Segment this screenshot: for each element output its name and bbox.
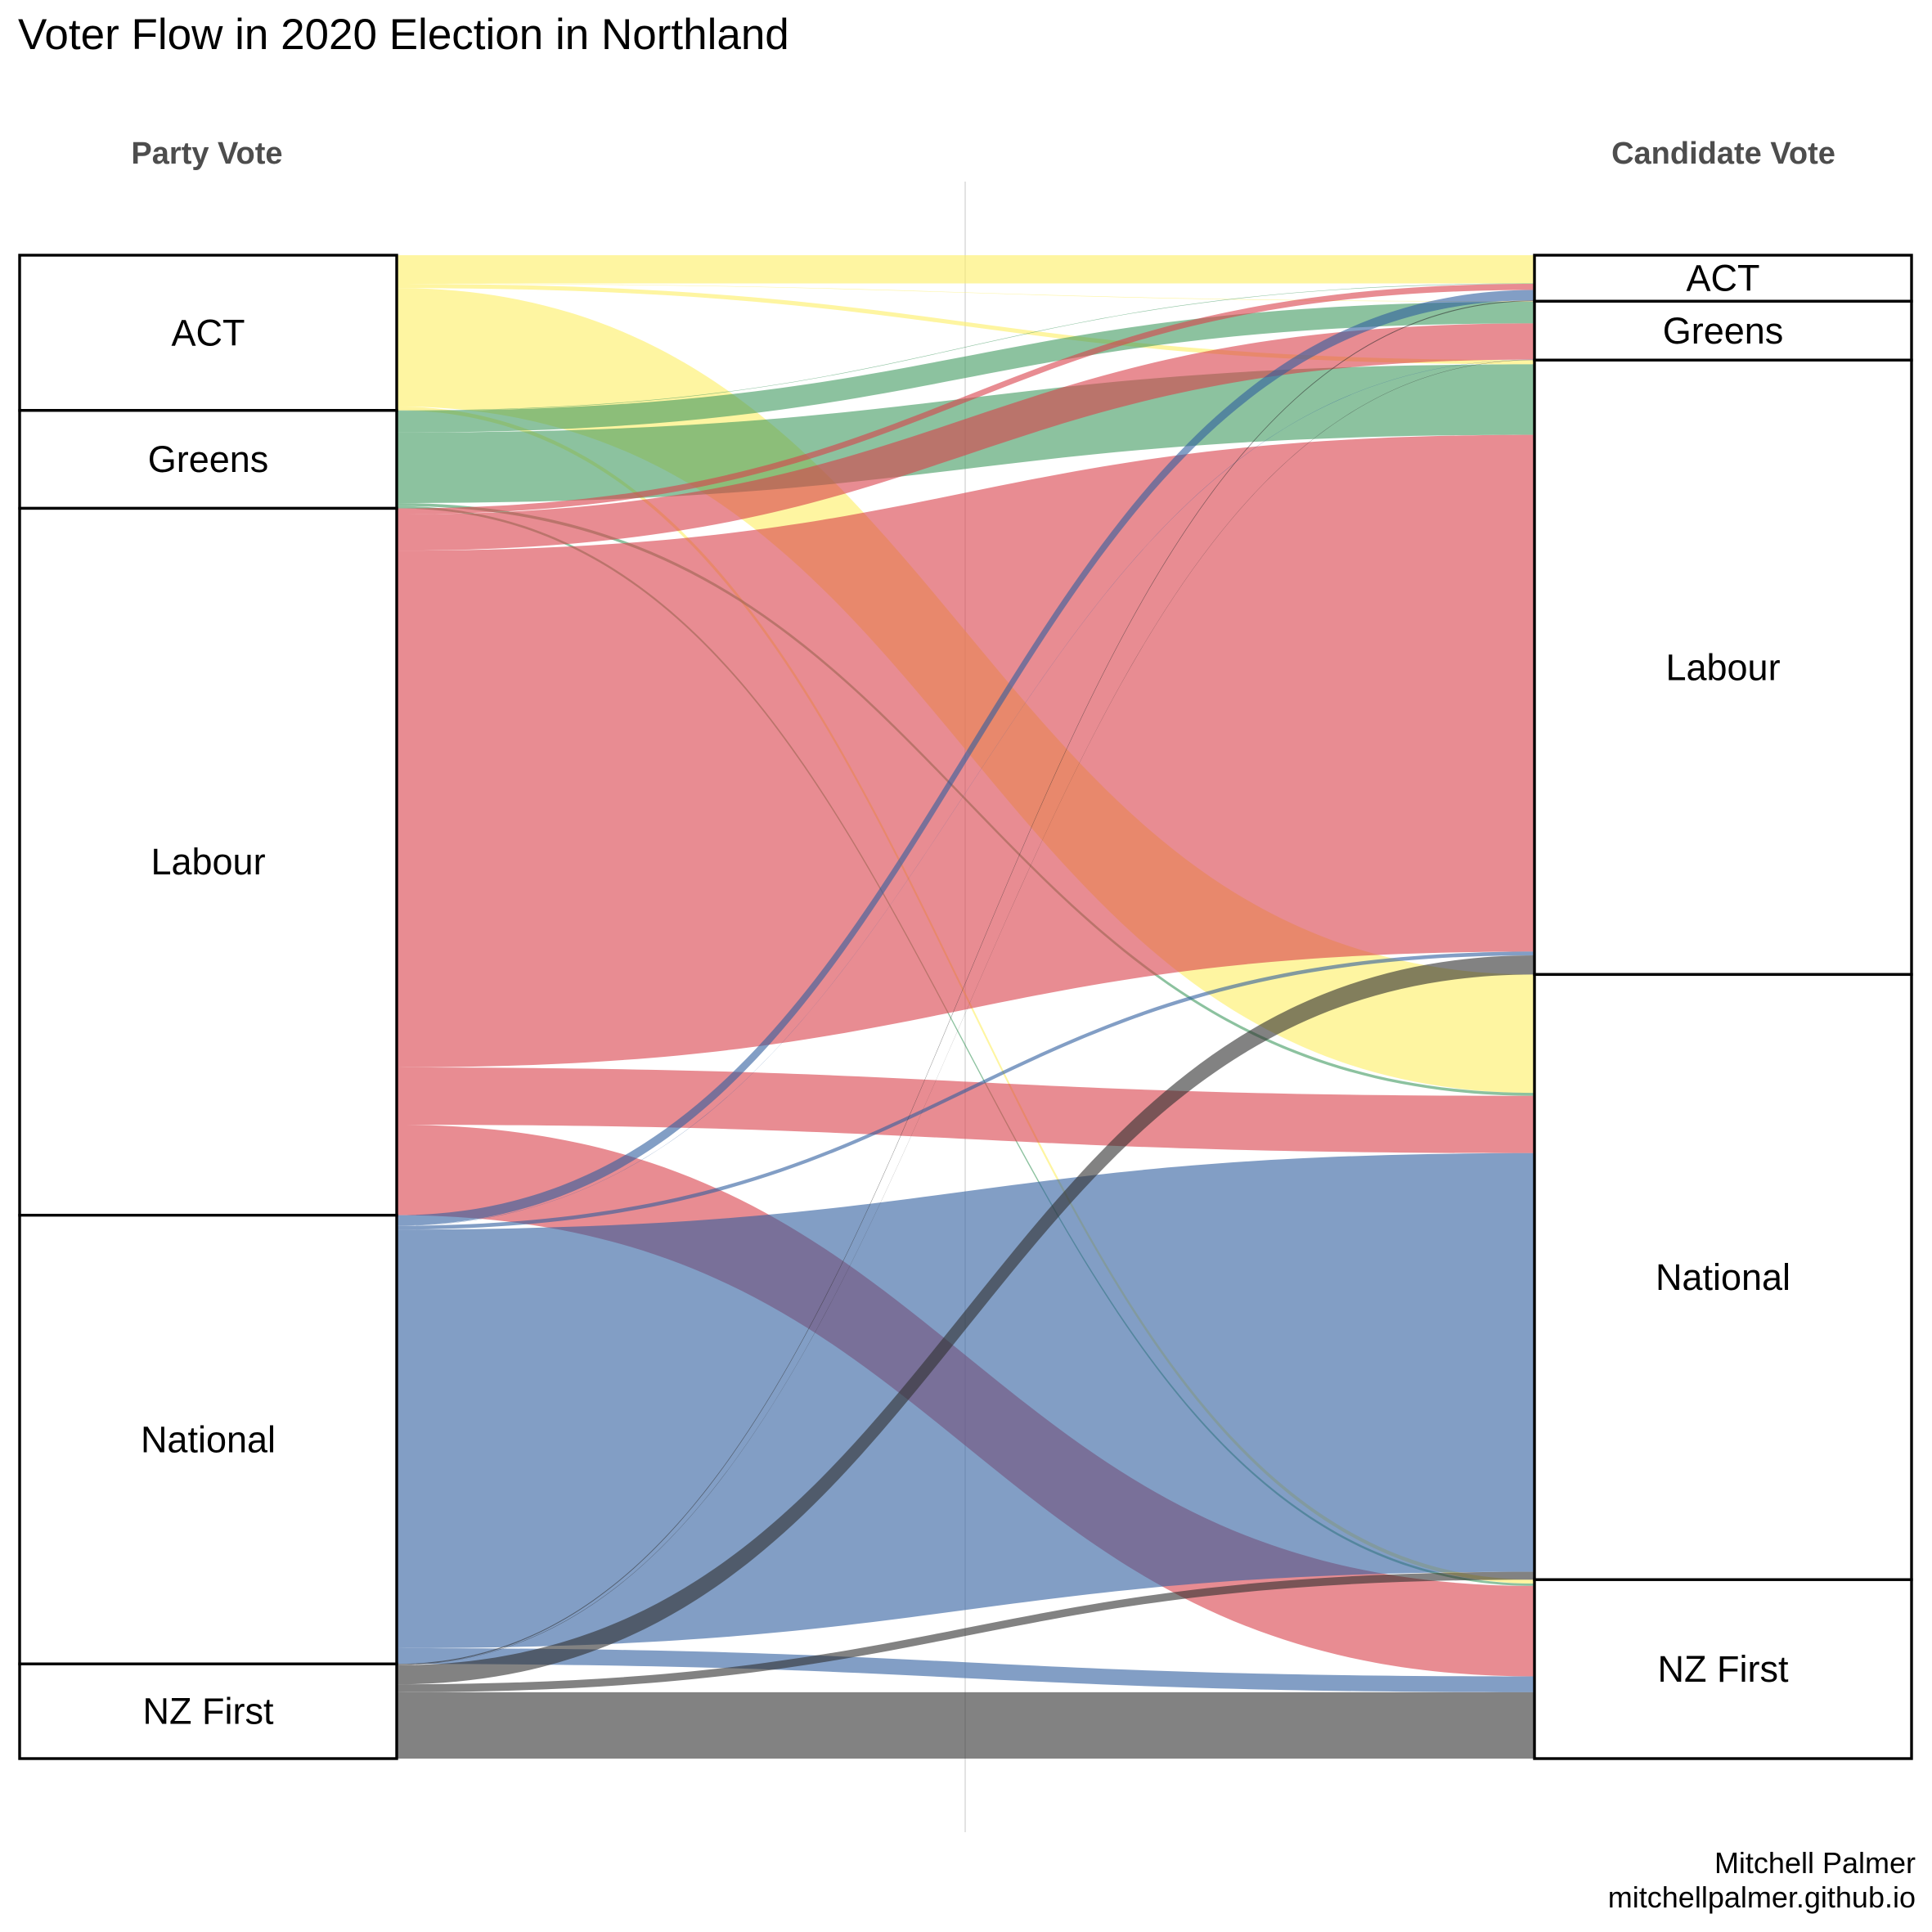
candidate-stratum-label-national: National (1656, 1256, 1790, 1298)
party-stratum-label-labour: Labour (151, 841, 265, 883)
flow-national-to-nz-first (397, 1647, 1534, 1692)
caption-website: mitchellpalmer.github.io (1608, 1880, 1916, 1914)
candidate-stratum-label-greens: Greens (1663, 310, 1784, 352)
party-stratum-labour (18, 506, 398, 1217)
party-stratum-label-national: National (141, 1418, 276, 1460)
flow-greens-to-greens (397, 301, 1534, 433)
flow-nz-first-to-national (397, 1571, 1534, 1692)
candidate-stratum-act (1533, 254, 1913, 303)
flow-labour-to-greens (397, 323, 1534, 551)
candidate-stratum-national (1533, 973, 1913, 1581)
party-stratum-act (18, 254, 398, 412)
chart-title: Voter Flow in 2020 Election in Northland (18, 11, 789, 59)
flow-greens-to-nz-first (397, 505, 1534, 1586)
party-stratum-label-nz-first: NZ First (143, 1691, 274, 1732)
flow-nz-first-to-act (397, 300, 1534, 1665)
candidate-stratum-label-act: ACT (1687, 258, 1760, 299)
flow-labour-to-labour (397, 434, 1534, 1067)
party-stratum-greens (18, 409, 398, 510)
candidate-stratum-label-labour: Labour (1665, 646, 1780, 688)
candidate-stratum-nz-first (1533, 1578, 1913, 1760)
strata-layer: ACT Greens Labour National NZ First ACT Greens… (18, 254, 1913, 1760)
party-vote-axis-title: Party Vote (131, 137, 282, 171)
party-stratum-label-act: ACT (172, 312, 245, 353)
party-stratum-label-greens: Greens (148, 438, 269, 480)
candidate-stratum-greens (1533, 299, 1913, 362)
flow-national-to-labour (397, 951, 1534, 1230)
flow-labour-to-national (397, 1067, 1534, 1153)
flow-act-to-act (397, 255, 1534, 284)
candidate-stratum-label-nz-first: NZ First (1658, 1648, 1789, 1690)
candidate-vote-axis-title: Candidate Vote (1611, 137, 1835, 171)
caption-author: Mitchell Palmer (1714, 1846, 1916, 1880)
party-stratum-national (18, 1213, 398, 1665)
flows-layer (397, 255, 1534, 1759)
flow-labour-to-act (397, 284, 1534, 514)
candidate-stratum-labour (1533, 358, 1913, 977)
flow-national-to-greens (397, 359, 1534, 1226)
flow-greens-to-act (397, 283, 1534, 411)
flow-act-to-greens (397, 283, 1534, 302)
flow-national-to-national (397, 1152, 1534, 1648)
flow-nz-first-to-greens (397, 359, 1534, 1665)
flow-nz-first-to-labour (397, 955, 1534, 1685)
flow-act-to-labour (397, 284, 1534, 365)
flow-national-to-act (397, 290, 1534, 1226)
flow-nz-first-to-nz-first (397, 1692, 1534, 1759)
party-stratum-nz-first (18, 1662, 398, 1760)
